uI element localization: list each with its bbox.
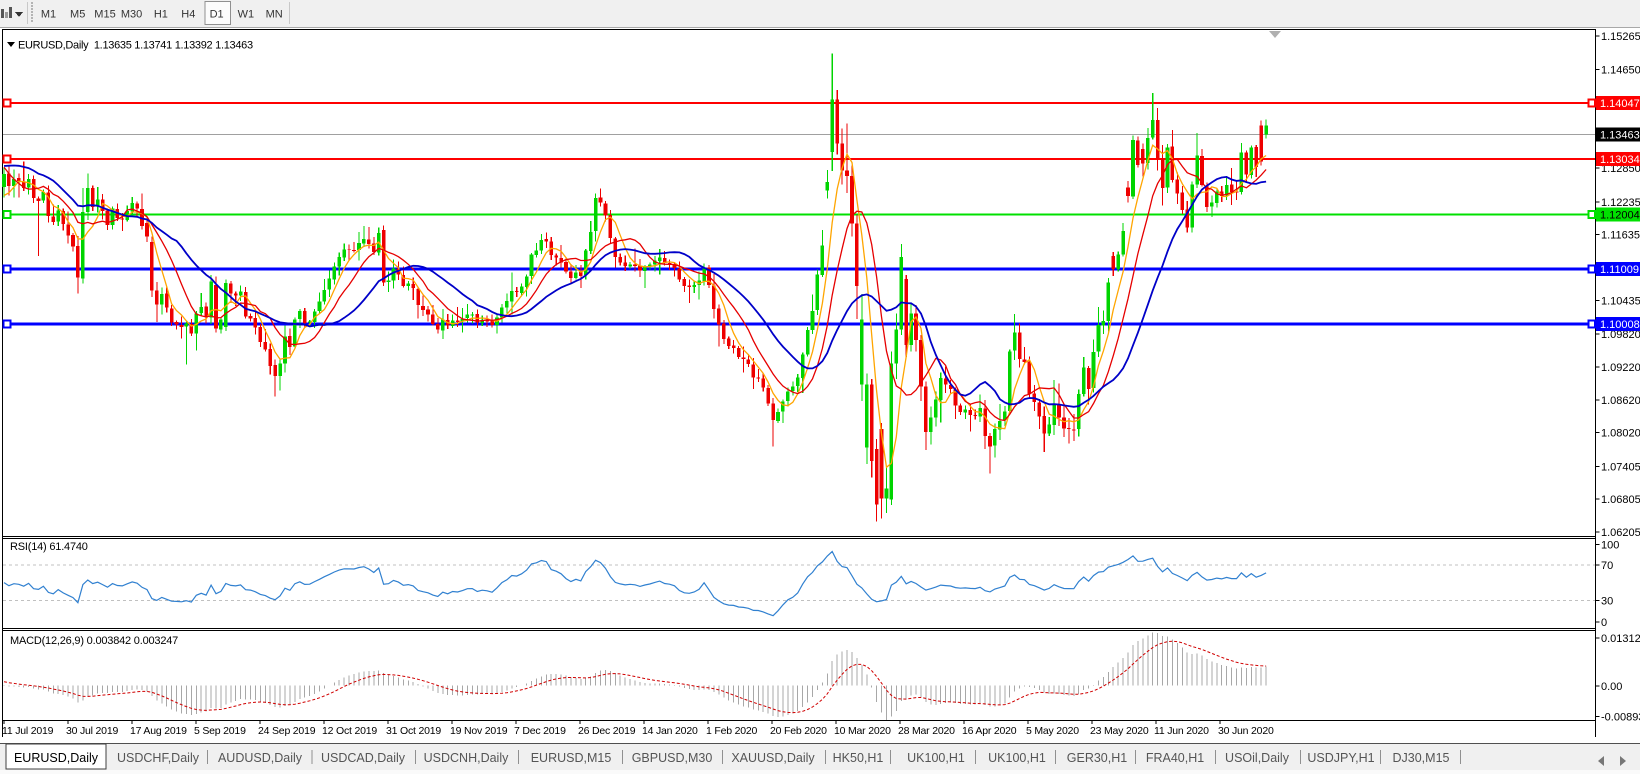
svg-text:UK100,H1: UK100,H1 — [988, 751, 1046, 765]
svg-text:24 Sep 2019: 24 Sep 2019 — [258, 725, 316, 737]
svg-text:HK50,H1: HK50,H1 — [833, 751, 884, 765]
svg-text:26 Dec 2019: 26 Dec 2019 — [578, 725, 636, 737]
svg-text:5 Sep 2019: 5 Sep 2019 — [194, 725, 246, 737]
svg-text:30 Jun 2020: 30 Jun 2020 — [1218, 725, 1274, 737]
svg-text:1.11635: 1.11635 — [1601, 230, 1640, 242]
svg-text:M1: M1 — [41, 9, 56, 21]
svg-text:1.09820: 1.09820 — [1601, 329, 1640, 341]
svg-text:M5: M5 — [70, 9, 85, 21]
svg-text:USDCNH,Daily: USDCNH,Daily — [424, 751, 509, 765]
svg-text:M15: M15 — [94, 9, 115, 21]
svg-text:1.11009: 1.11009 — [1600, 264, 1639, 276]
svg-text:GER30,H1: GER30,H1 — [1067, 751, 1127, 765]
svg-text:0.013121: 0.013121 — [1601, 633, 1640, 645]
svg-text:MACD(12,26,9) 0.003842 0.00324: MACD(12,26,9) 0.003842 0.003247 — [10, 635, 178, 647]
svg-text:14 Jan 2020: 14 Jan 2020 — [642, 725, 698, 737]
svg-text:12 Oct 2019: 12 Oct 2019 — [322, 725, 377, 737]
svg-text:70: 70 — [1601, 560, 1613, 572]
svg-text:AUDUSD,Daily: AUDUSD,Daily — [218, 751, 303, 765]
svg-text:USDJPY,H1: USDJPY,H1 — [1307, 751, 1374, 765]
svg-text:UK100,H1: UK100,H1 — [907, 751, 965, 765]
svg-text:0.00: 0.00 — [1601, 681, 1622, 693]
svg-text:1.06805: 1.06805 — [1601, 494, 1640, 506]
svg-text:1.14650: 1.14650 — [1601, 65, 1640, 77]
svg-text:1.09220: 1.09220 — [1601, 362, 1640, 374]
svg-text:1.12850: 1.12850 — [1601, 163, 1640, 175]
svg-text:1 Feb 2020: 1 Feb 2020 — [706, 725, 757, 737]
svg-text:1.06205: 1.06205 — [1601, 527, 1640, 539]
svg-text:1.10008: 1.10008 — [1600, 319, 1640, 331]
svg-text:DJ30,M15: DJ30,M15 — [1393, 751, 1450, 765]
svg-text:M30: M30 — [121, 9, 142, 21]
svg-text:30: 30 — [1601, 596, 1613, 608]
svg-text:19 Nov 2019: 19 Nov 2019 — [450, 725, 508, 737]
svg-text:31 Oct 2019: 31 Oct 2019 — [386, 725, 441, 737]
svg-text:11 Jun 2020: 11 Jun 2020 — [1154, 725, 1209, 737]
svg-text:H4: H4 — [181, 9, 195, 21]
svg-text:1.08020: 1.08020 — [1601, 428, 1640, 440]
svg-text:1.12004: 1.12004 — [1600, 210, 1640, 222]
svg-text:17 Aug 2019: 17 Aug 2019 — [130, 725, 187, 737]
svg-text:10 Mar 2020: 10 Mar 2020 — [834, 725, 891, 737]
svg-text:USDCAD,Daily: USDCAD,Daily — [321, 751, 406, 765]
svg-text:23 May 2020: 23 May 2020 — [1090, 725, 1149, 737]
svg-text:1.13034: 1.13034 — [1600, 154, 1640, 166]
svg-text:1.07405: 1.07405 — [1601, 461, 1640, 473]
svg-text:H1: H1 — [154, 9, 168, 21]
svg-text:EURUSD,M15: EURUSD,M15 — [531, 751, 612, 765]
svg-text:1.13463: 1.13463 — [1600, 130, 1640, 142]
svg-text:1.08620: 1.08620 — [1601, 395, 1640, 407]
svg-text:7 Dec 2019: 7 Dec 2019 — [514, 725, 566, 737]
svg-text:XAUUSD,Daily: XAUUSD,Daily — [731, 751, 815, 765]
svg-text:MN: MN — [266, 9, 283, 21]
svg-text:1.10435: 1.10435 — [1601, 295, 1640, 307]
svg-text:28 Mar 2020: 28 Mar 2020 — [898, 725, 955, 737]
svg-text:USDCHF,Daily: USDCHF,Daily — [117, 751, 200, 765]
svg-text:EURUSD,Daily: EURUSD,Daily — [14, 751, 99, 765]
svg-text:FRA40,H1: FRA40,H1 — [1146, 751, 1204, 765]
svg-text:RSI(14) 61.4740: RSI(14) 61.4740 — [10, 541, 88, 553]
svg-text:GBPUSD,M30: GBPUSD,M30 — [632, 751, 713, 765]
svg-text:1.14047: 1.14047 — [1600, 98, 1640, 110]
svg-text:5 May 2020: 5 May 2020 — [1026, 725, 1079, 737]
svg-text:1.12235: 1.12235 — [1601, 197, 1640, 209]
svg-text:20 Feb 2020: 20 Feb 2020 — [770, 725, 827, 737]
svg-text:USOil,Daily: USOil,Daily — [1225, 751, 1290, 765]
svg-text:11 Jul 2019: 11 Jul 2019 — [2, 725, 54, 737]
svg-text:1.15265: 1.15265 — [1601, 31, 1640, 43]
svg-text:-0.008933: -0.008933 — [1601, 712, 1640, 724]
svg-text:W1: W1 — [238, 9, 255, 21]
svg-text:16 Apr 2020: 16 Apr 2020 — [962, 725, 1017, 737]
svg-text:EURUSD,Daily 1.13635 1.13741: EURUSD,Daily 1.13635 1.13741 1.13392 1.1… — [18, 40, 253, 52]
svg-text:D1: D1 — [210, 9, 224, 21]
svg-text:30 Jul 2019: 30 Jul 2019 — [66, 725, 118, 737]
svg-text:0: 0 — [1601, 617, 1607, 629]
svg-text:100: 100 — [1601, 539, 1619, 551]
